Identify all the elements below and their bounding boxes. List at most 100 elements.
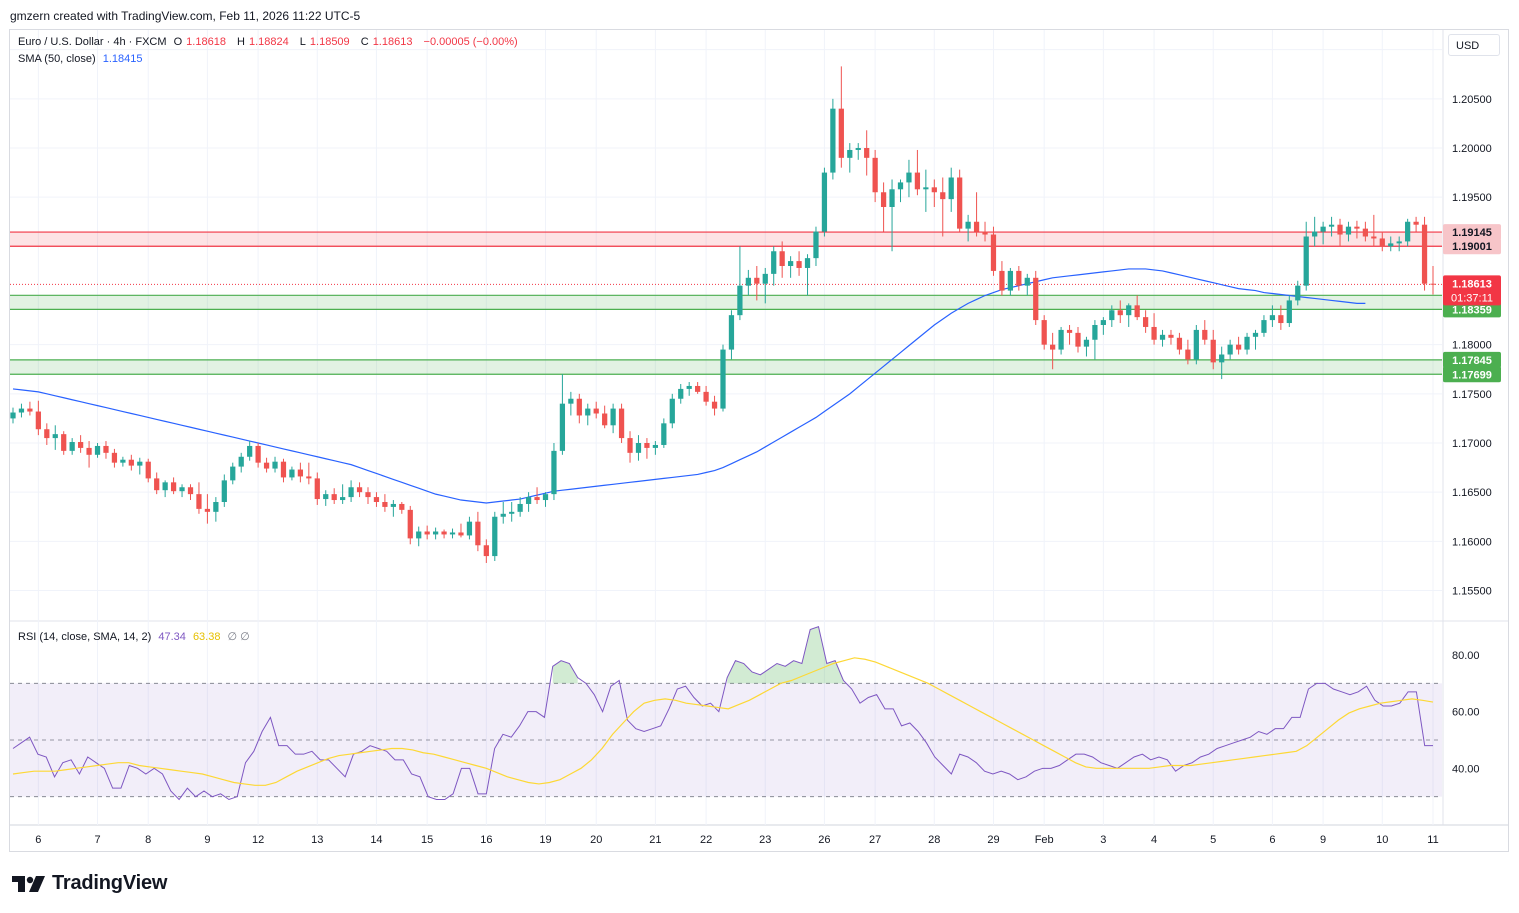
candle-body xyxy=(466,521,473,536)
candle-body xyxy=(331,494,337,501)
candle-body xyxy=(923,187,929,190)
time-tick-label: 14 xyxy=(370,834,382,846)
last-price-label: 1.18613 xyxy=(1452,278,1492,290)
candle xyxy=(720,344,726,412)
candle-body xyxy=(931,187,937,193)
candle xyxy=(813,226,819,266)
candle-body xyxy=(889,189,895,207)
candle xyxy=(610,403,616,434)
candle-body xyxy=(703,391,709,402)
candle-body xyxy=(323,494,329,500)
candle xyxy=(618,403,625,443)
candle xyxy=(1388,236,1394,252)
candle-body xyxy=(1109,310,1115,321)
support-resistance-zones xyxy=(10,231,1442,375)
candle-body xyxy=(965,221,971,229)
candle xyxy=(796,251,802,276)
time-tick-label: 22 xyxy=(700,834,712,846)
time-tick-label: 28 xyxy=(928,834,940,846)
candle xyxy=(593,401,599,419)
tradingview-logo[interactable]: TradingView xyxy=(12,872,167,895)
candle-body xyxy=(754,277,760,284)
candle-body xyxy=(1235,344,1242,350)
candle-body xyxy=(796,261,802,268)
candle-body xyxy=(576,398,582,416)
candle-body xyxy=(230,466,236,481)
candle-body xyxy=(559,403,566,451)
candle-body xyxy=(880,192,887,207)
candle-body xyxy=(458,532,464,536)
rsi-tick-label: 60.00 xyxy=(1452,707,1480,719)
candle xyxy=(1379,231,1385,252)
candle xyxy=(230,462,236,485)
currency-button[interactable]: USD xyxy=(1448,34,1500,56)
candle-body xyxy=(1379,238,1385,247)
candle-body xyxy=(872,157,878,193)
candle xyxy=(1100,317,1106,335)
candle xyxy=(441,529,447,539)
candle-body xyxy=(1033,277,1039,321)
candle xyxy=(280,458,287,483)
candle xyxy=(1134,295,1140,321)
candle xyxy=(458,523,464,538)
candle-body xyxy=(61,434,67,451)
sma-legend[interactable]: SMA (50, close) 1.18415 xyxy=(18,53,146,65)
candle xyxy=(889,179,895,252)
candle xyxy=(525,492,532,512)
candle xyxy=(18,403,25,418)
high-value: 1.18824 xyxy=(248,36,289,48)
candle-body xyxy=(424,531,430,535)
candle-body xyxy=(1083,339,1090,347)
candle xyxy=(1058,326,1064,355)
candle xyxy=(44,423,50,445)
candle xyxy=(965,214,971,242)
candle xyxy=(999,261,1005,296)
candle xyxy=(669,393,675,429)
candle-body xyxy=(35,411,41,430)
price-tick-label: 1.20500 xyxy=(1452,94,1492,106)
candle xyxy=(1252,329,1259,350)
candle-body xyxy=(542,494,549,501)
candle-body xyxy=(525,497,532,504)
support-zone-lower xyxy=(10,359,1442,375)
candle xyxy=(559,374,566,455)
candle xyxy=(957,169,963,232)
candle xyxy=(331,488,337,504)
candle-body xyxy=(1227,344,1233,355)
symbol-title[interactable]: Euro / U.S. Dollar · 4h · FXCM xyxy=(18,36,167,48)
candle-body xyxy=(787,261,794,266)
candle xyxy=(695,382,701,394)
candle xyxy=(787,256,794,278)
candle xyxy=(1142,310,1149,333)
time-tick-label: 5 xyxy=(1210,834,1216,846)
candle-body xyxy=(1362,228,1369,237)
price-tick-label: 1.16500 xyxy=(1452,487,1492,499)
candlestick-series xyxy=(10,66,1436,563)
rsi-legend[interactable]: RSI (14, close, SMA, 14, 2) 47.34 63.38 … xyxy=(18,630,254,643)
candle xyxy=(432,527,439,540)
time-tick-label: 9 xyxy=(204,834,210,846)
candle xyxy=(221,474,227,507)
candle xyxy=(762,267,768,304)
candle xyxy=(635,435,642,461)
candle-body xyxy=(1286,300,1292,324)
candle xyxy=(373,492,380,507)
candle xyxy=(872,149,878,203)
candle-body xyxy=(120,459,126,463)
candle xyxy=(509,502,515,522)
candle xyxy=(1202,320,1208,345)
candle xyxy=(27,401,33,416)
candle xyxy=(779,241,785,278)
candle-body xyxy=(1041,320,1047,345)
candle-body xyxy=(27,408,33,412)
rsi-extra: ∅ ∅ xyxy=(227,631,250,643)
sma-label: SMA (50, close) xyxy=(18,53,96,65)
candle xyxy=(1421,216,1428,291)
candle-body xyxy=(86,447,92,455)
price-tick-label: 1.18000 xyxy=(1452,340,1492,352)
rsi-overbought-fill xyxy=(727,626,844,684)
candle-body xyxy=(77,442,84,448)
candle xyxy=(340,484,346,504)
candle-body xyxy=(1007,270,1014,291)
